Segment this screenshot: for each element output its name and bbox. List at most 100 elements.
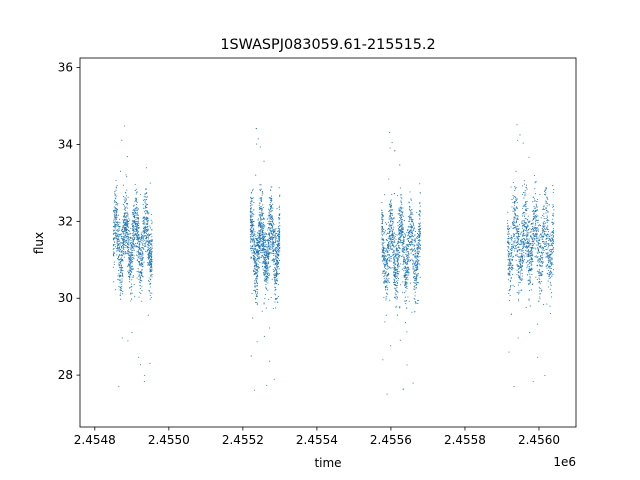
data-point	[253, 389, 255, 391]
data-point	[265, 272, 267, 274]
data-point	[387, 221, 389, 223]
data-point	[121, 288, 123, 290]
data-point	[117, 239, 120, 241]
data-point	[408, 235, 411, 237]
data-point	[395, 294, 397, 296]
data-point	[388, 228, 390, 230]
data-point	[256, 294, 258, 296]
data-point	[256, 276, 258, 278]
data-point	[411, 260, 413, 262]
data-point	[414, 268, 416, 270]
data-point	[527, 261, 529, 263]
data-point	[251, 227, 253, 229]
data-point	[146, 212, 149, 214]
data-point	[410, 228, 413, 230]
data-point	[385, 277, 387, 279]
data-point	[407, 267, 409, 269]
data-point	[539, 265, 541, 267]
data-point	[396, 281, 399, 284]
data-point	[142, 247, 144, 249]
data-point	[276, 232, 278, 234]
data-point	[266, 278, 268, 280]
data-point	[411, 258, 413, 260]
data-point	[122, 204, 124, 206]
data-point	[395, 272, 397, 274]
data-point	[392, 254, 394, 256]
data-point	[399, 194, 401, 196]
data-point	[249, 196, 251, 198]
data-point	[510, 248, 512, 250]
data-point	[398, 230, 400, 232]
data-point	[135, 188, 137, 190]
data-point	[118, 221, 120, 223]
data-point	[257, 249, 259, 251]
data-point	[149, 259, 151, 262]
data-point	[532, 234, 534, 236]
data-point	[401, 240, 403, 242]
data-point	[272, 215, 274, 217]
data-point	[136, 191, 138, 193]
data-point	[404, 322, 407, 324]
data-point	[528, 252, 530, 254]
data-point	[393, 226, 395, 228]
data-point	[418, 251, 420, 253]
data-point	[113, 251, 115, 253]
data-point	[257, 254, 259, 256]
data-point	[251, 211, 253, 213]
data-point	[550, 251, 552, 253]
data-point	[252, 252, 254, 254]
data-point	[261, 231, 263, 233]
data-point	[397, 265, 400, 267]
data-point	[260, 201, 262, 203]
data-point	[254, 267, 256, 269]
data-point	[131, 252, 133, 254]
data-point	[389, 203, 391, 205]
data-point	[408, 245, 410, 247]
data-point	[414, 234, 416, 236]
data-point	[273, 259, 275, 262]
data-point	[268, 252, 270, 254]
data-point	[405, 285, 407, 287]
data-point	[406, 269, 408, 271]
data-point	[417, 253, 420, 255]
data-point	[133, 245, 135, 248]
data-point	[260, 225, 262, 227]
data-point	[398, 244, 400, 247]
data-point	[123, 227, 125, 229]
data-point	[147, 258, 149, 260]
data-point	[552, 248, 554, 250]
data-point	[262, 252, 264, 254]
data-point	[386, 239, 388, 242]
data-point	[385, 297, 387, 299]
data-point	[265, 257, 267, 259]
data-point	[272, 218, 274, 220]
data-point	[387, 251, 389, 253]
data-point	[415, 269, 418, 272]
data-point	[255, 247, 257, 250]
data-point	[147, 243, 149, 245]
data-point	[254, 231, 256, 233]
data-point	[415, 266, 417, 268]
data-point	[393, 272, 395, 274]
data-point	[394, 150, 396, 152]
data-point	[389, 225, 391, 227]
data-point	[128, 266, 130, 268]
data-point	[259, 251, 262, 253]
data-point	[401, 198, 403, 200]
data-point	[389, 299, 391, 301]
data-point	[135, 230, 137, 232]
data-point	[255, 264, 257, 267]
data-point	[135, 254, 137, 256]
data-point	[129, 251, 131, 254]
data-point	[268, 245, 270, 247]
data-point	[266, 252, 268, 254]
data-point	[409, 206, 411, 208]
data-point	[260, 184, 262, 186]
data-point	[406, 258, 408, 260]
data-point	[264, 225, 266, 227]
data-point	[114, 216, 116, 218]
data-point	[264, 278, 266, 280]
data-point	[381, 256, 383, 258]
data-point	[120, 257, 122, 259]
data-point	[538, 240, 540, 242]
